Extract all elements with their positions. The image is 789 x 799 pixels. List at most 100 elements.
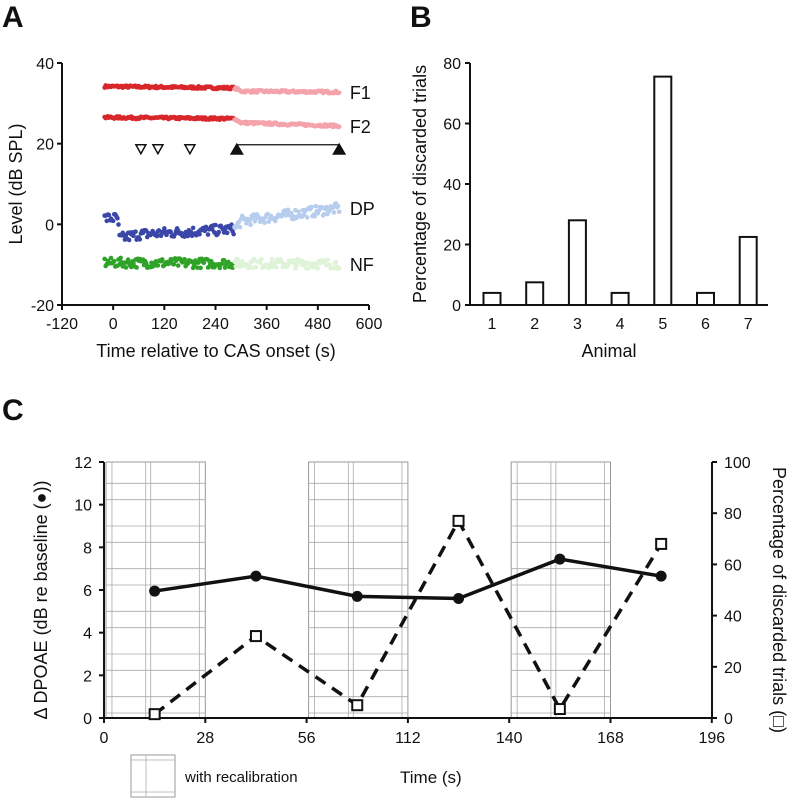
panel-c-ylabel-left: Δ DPOAE (dB re baseline (●)) — [31, 481, 51, 720]
x-tick-label: 6 — [701, 316, 710, 333]
data-point-nf — [134, 265, 139, 270]
y-tick-label-left: 2 — [83, 668, 92, 685]
panel-label-a: A — [2, 1, 24, 34]
open-triangle-marker — [183, 143, 197, 156]
bar-animal-5 — [653, 75, 673, 306]
y-tick-label-right: 40 — [724, 609, 742, 626]
y-tick-label: 80 — [443, 56, 461, 73]
data-point-dp — [106, 212, 112, 218]
data-point-nf — [268, 261, 274, 266]
bar-animal-2 — [525, 281, 545, 306]
data-point-dp — [137, 237, 143, 242]
data-point-dp — [330, 205, 336, 210]
y-tick-label-left: 6 — [83, 583, 92, 600]
open-triangle-marker — [151, 143, 165, 156]
data-point-dp — [115, 215, 120, 221]
data-point-dp — [248, 222, 253, 228]
data-point-dp — [158, 233, 164, 239]
y-tick-label: 20 — [443, 238, 461, 255]
data-point-dp — [185, 233, 191, 239]
data-point-dp — [126, 237, 132, 243]
x-tick-label: 0 — [109, 316, 118, 333]
data-point-dp — [110, 218, 116, 224]
data-point-dp — [205, 232, 211, 237]
panel-a-chart: Time relative to CAS onset (s) Level (dB… — [6, 56, 382, 361]
data-point-delta-dpoae — [453, 593, 465, 605]
x-tick-label: 480 — [304, 316, 331, 333]
data-point-nf — [123, 265, 129, 270]
data-point-nf — [305, 266, 311, 271]
data-point-nf — [155, 263, 161, 268]
data-point-dp — [116, 222, 121, 227]
bar-animal-1 — [482, 291, 502, 306]
data-point-delta-dpoae — [655, 570, 667, 582]
data-point-discarded-trials — [148, 708, 161, 721]
filled-triangle-marker — [332, 142, 347, 155]
y-tick-label: 0 — [45, 217, 54, 234]
data-point-nf — [315, 266, 321, 271]
data-point-dp — [190, 225, 196, 231]
data-point-dp — [262, 220, 267, 226]
data-point-nf — [182, 256, 187, 262]
x-tick-label: 4 — [616, 316, 625, 333]
data-point-dp — [162, 226, 167, 231]
panel-c-xlabel: Time (s) — [400, 768, 462, 787]
data-point-nf — [217, 265, 223, 271]
data-point-dp — [296, 209, 301, 214]
data-point-dp — [288, 210, 294, 216]
y-tick-label-left: 4 — [83, 626, 92, 643]
panel-label-b: B — [410, 1, 432, 34]
data-point-delta-dpoae — [351, 590, 363, 602]
data-point-nf — [171, 262, 177, 267]
data-point-delta-dpoae — [149, 585, 161, 597]
data-point-dp — [244, 221, 249, 226]
x-tick-label: 1 — [488, 316, 497, 333]
x-tick-label: 240 — [202, 316, 229, 333]
panel-b-chart: Animal Percentage of discarded trials 0 2… — [410, 56, 768, 361]
data-point-discarded-trials — [655, 537, 668, 550]
data-point-delta-dpoae — [250, 570, 262, 582]
data-point-dp — [301, 212, 307, 218]
data-point-nf — [221, 257, 227, 263]
series-label-f1: F1 — [350, 83, 371, 103]
data-point-dp — [336, 209, 342, 215]
data-point-discarded-trials — [553, 703, 566, 716]
x-tick-label: 360 — [253, 316, 280, 333]
filled-triangle-marker — [229, 142, 244, 155]
data-point-discarded-trials — [249, 630, 262, 643]
y-tick-label: 60 — [443, 117, 461, 134]
x-tick-label: -120 — [46, 316, 78, 333]
data-point-discarded-trials — [452, 514, 465, 527]
x-tick-label: 5 — [658, 316, 667, 333]
series-label-dp: DP — [350, 199, 375, 219]
panel-c-legend: Time (s) with recalibration — [184, 768, 462, 787]
x-tick-label: 168 — [597, 730, 624, 747]
panel-c-chart: Δ DPOAE (dB re baseline (●)) Percentage … — [31, 455, 789, 798]
data-point-dp — [252, 218, 258, 224]
data-point-nf — [196, 260, 201, 265]
data-point-nf — [108, 255, 114, 261]
x-tick-label: 7 — [744, 316, 753, 333]
open-triangle-marker — [134, 143, 148, 156]
y-tick-label-left: 12 — [74, 455, 92, 472]
data-point-nf — [325, 257, 330, 263]
data-point-dp — [324, 204, 329, 210]
bar-animal-7 — [738, 235, 758, 306]
legend-label: with recalibration — [184, 769, 298, 786]
y-tick-label-right: 20 — [724, 660, 742, 677]
panel-label-c: C — [2, 394, 24, 427]
data-point-nf — [143, 260, 149, 266]
data-point-nf — [253, 264, 259, 270]
data-point-dp — [331, 210, 337, 215]
bar-animal-6 — [696, 291, 715, 306]
data-point-dp — [224, 230, 230, 236]
bar-animal-3 — [567, 219, 587, 306]
recalibration-block — [510, 461, 612, 719]
panel-c-ylabel-right: Percentage of discarded trials (□) — [769, 467, 789, 733]
x-tick-label: 196 — [698, 730, 725, 747]
data-point-dp — [312, 213, 317, 219]
data-point-dp — [283, 213, 289, 218]
data-point-nf — [222, 265, 228, 270]
data-point-nf — [125, 257, 131, 262]
